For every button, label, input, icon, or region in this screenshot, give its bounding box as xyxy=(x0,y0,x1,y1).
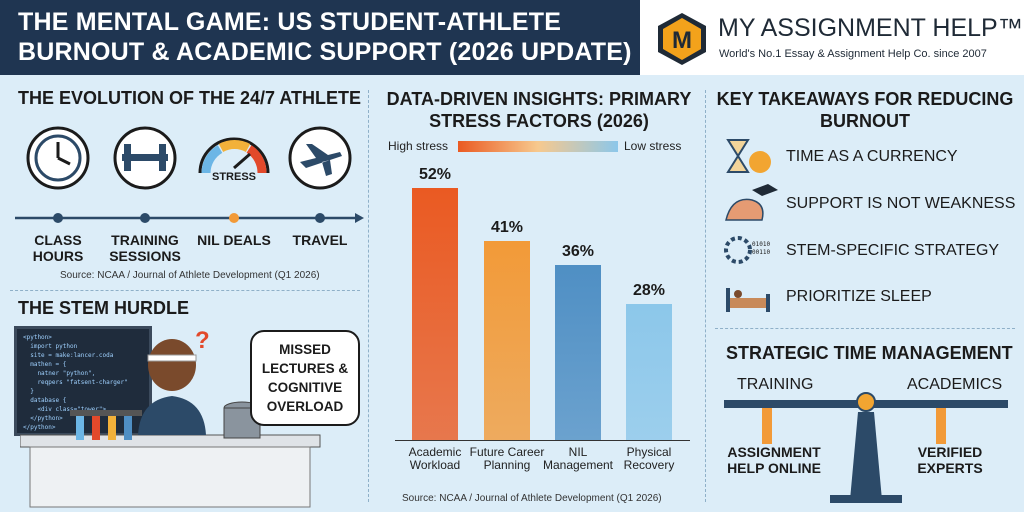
bar xyxy=(626,304,672,440)
svg-text:00110: 00110 xyxy=(752,249,770,256)
value-label: 52% xyxy=(418,165,452,183)
category-label: Physical Recovery xyxy=(623,445,675,472)
stem-illustration: ? xyxy=(20,330,321,508)
section-title: THE STEM HURDLE xyxy=(18,298,189,318)
scale-left-label: ASSIGNMENT HELP ONLINE xyxy=(727,444,821,476)
chart-title: DATA-DRIVEN INSIGHTS: PRIMARY STRESS FAC… xyxy=(386,89,692,131)
value-label: 28% xyxy=(632,282,666,300)
code-line: </python> xyxy=(23,415,63,422)
brand-logo: M xyxy=(658,13,706,65)
scale-right: ACADEMICS xyxy=(907,376,1003,393)
timeline-icons xyxy=(15,126,364,223)
code-lines: <python> import python site = make:lance… xyxy=(23,333,128,432)
legend-label: High stress xyxy=(388,139,449,153)
bar xyxy=(412,187,458,440)
category-label: NIL Management xyxy=(542,445,614,472)
title-line: THE MENTAL GAME: US STUDENT-ATHLETE xyxy=(18,8,562,36)
bubble-text: MISSED LECTURES & COGNITIVE OVERLOAD xyxy=(261,342,349,414)
bar xyxy=(555,265,601,440)
divider xyxy=(10,290,360,291)
timeline-label: TRAVEL xyxy=(292,232,348,248)
timeline-label: TRAINING SESSIONS xyxy=(109,232,181,264)
code-line: } xyxy=(23,388,34,395)
code-line: site = make:lancer.coda xyxy=(23,352,114,359)
brand-logo-letter: M xyxy=(672,27,692,54)
divider xyxy=(705,90,706,502)
gauge-label: STRESS xyxy=(211,171,256,183)
code-line: <python> xyxy=(23,334,52,341)
takeaway: TIME AS A CURRENCY xyxy=(786,148,958,165)
source: Source: NCAA / Journal of Athlete Develo… xyxy=(402,493,662,504)
brand-tagline: World's No.1 Essay & Assignment Help Co.… xyxy=(719,48,987,60)
takeaway-icons: 01010 00110 xyxy=(724,139,778,312)
section-title: KEY TAKEAWAYS FOR REDUCING BURNOUT xyxy=(716,89,1014,131)
header: THE MENTAL GAME: US STUDENT-ATHLETE BURN… xyxy=(0,0,640,75)
svg-text:01010: 01010 xyxy=(752,241,770,248)
balance-scale xyxy=(724,392,1008,503)
bar xyxy=(484,241,530,440)
legend-gradient xyxy=(458,141,618,152)
divider xyxy=(715,328,1015,329)
section-title: STRATEGIC TIME MANAGEMENT xyxy=(726,343,1013,363)
speech-bubble: MISSED LECTURES & COGNITIVE OVERLOAD xyxy=(250,330,360,426)
title-line: BURNOUT & ACADEMIC SUPPORT (2026 UPDATE) xyxy=(18,38,632,66)
takeaway: SUPPORT IS NOT WEAKNESS xyxy=(786,195,1016,212)
scale-right-label: VERIFIED EXPERTS xyxy=(917,444,983,476)
scale-left: TRAINING xyxy=(737,376,814,393)
code-line: </python> xyxy=(23,424,56,431)
timeline-label: NIL DEALS xyxy=(197,232,271,248)
category-label: Future Career Planning xyxy=(469,445,545,472)
code-line: reqpers "fatsent-charger" xyxy=(23,379,128,386)
section-title: THE EVOLUTION OF THE 24/7 ATHLETE xyxy=(18,88,362,108)
legend-label: Low stress xyxy=(624,139,682,153)
takeaway: STEM-SPECIFIC STRATEGY xyxy=(786,242,1000,259)
code-line: mathen = { xyxy=(23,361,67,368)
takeaway: PRIORITIZE SLEEP xyxy=(786,288,932,305)
timeline-label: CLASS HOURS xyxy=(32,232,84,264)
value-label: 41% xyxy=(490,219,524,237)
brand-name: MY ASSIGNMENT HELP™ xyxy=(718,14,1023,42)
code-line: database { xyxy=(23,397,67,404)
baseline xyxy=(395,440,690,441)
category-label: Academic Workload xyxy=(408,445,462,472)
svg-text:?: ? xyxy=(195,330,210,354)
source: Source: NCAA / Journal of Athlete Develo… xyxy=(60,270,320,281)
code-line: import python xyxy=(23,343,78,350)
value-label: 36% xyxy=(561,243,595,261)
divider xyxy=(368,90,369,502)
code-line: <div class="tower"> xyxy=(23,406,107,413)
code-line: natner "python", xyxy=(23,370,96,377)
brand: M MY ASSIGNMENT HELP™ World's No.1 Essay… xyxy=(640,0,1024,75)
